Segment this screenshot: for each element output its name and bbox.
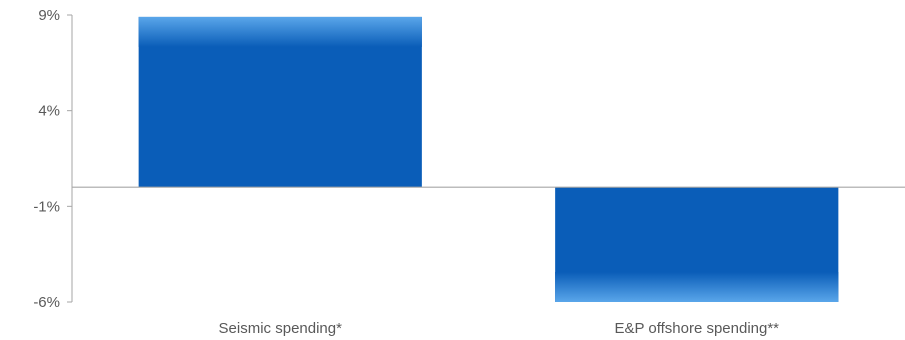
y-tick-label: -6% [33, 294, 60, 311]
y-axis-ticks: 9% 4% -1% -6% [33, 7, 72, 311]
y-tick-label: -1% [33, 198, 60, 215]
bars-group [138, 16, 839, 302]
category-label: E&P offshore spending** [614, 320, 779, 337]
bar-highlight [138, 16, 422, 47]
bar-highlight [555, 272, 839, 302]
y-tick-label: 4% [38, 103, 60, 120]
category-label: Seismic spending* [219, 320, 343, 337]
x-axis-labels: Seismic spending* E&P offshore spending** [219, 320, 780, 337]
y-tick-label: 9% [38, 7, 60, 24]
